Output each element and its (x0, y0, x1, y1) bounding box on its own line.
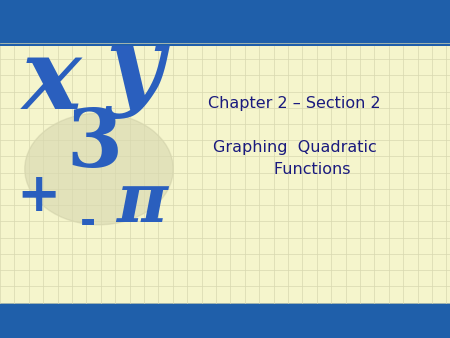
Bar (0, 0, 450, 46)
Text: Chapter 2 – Section 2: Chapter 2 – Section 2 (208, 96, 381, 111)
Text: y: y (106, 23, 164, 119)
Text: 3: 3 (67, 106, 122, 184)
Text: -: - (80, 204, 96, 242)
Circle shape (25, 113, 173, 225)
Text: x: x (22, 33, 81, 129)
Bar (0, 303, 450, 338)
Text: Graphing  Quadratic
       Functions: Graphing Quadratic Functions (213, 140, 377, 177)
Text: π: π (116, 169, 167, 237)
Bar (0, 46, 450, 303)
Text: +: + (16, 170, 60, 222)
